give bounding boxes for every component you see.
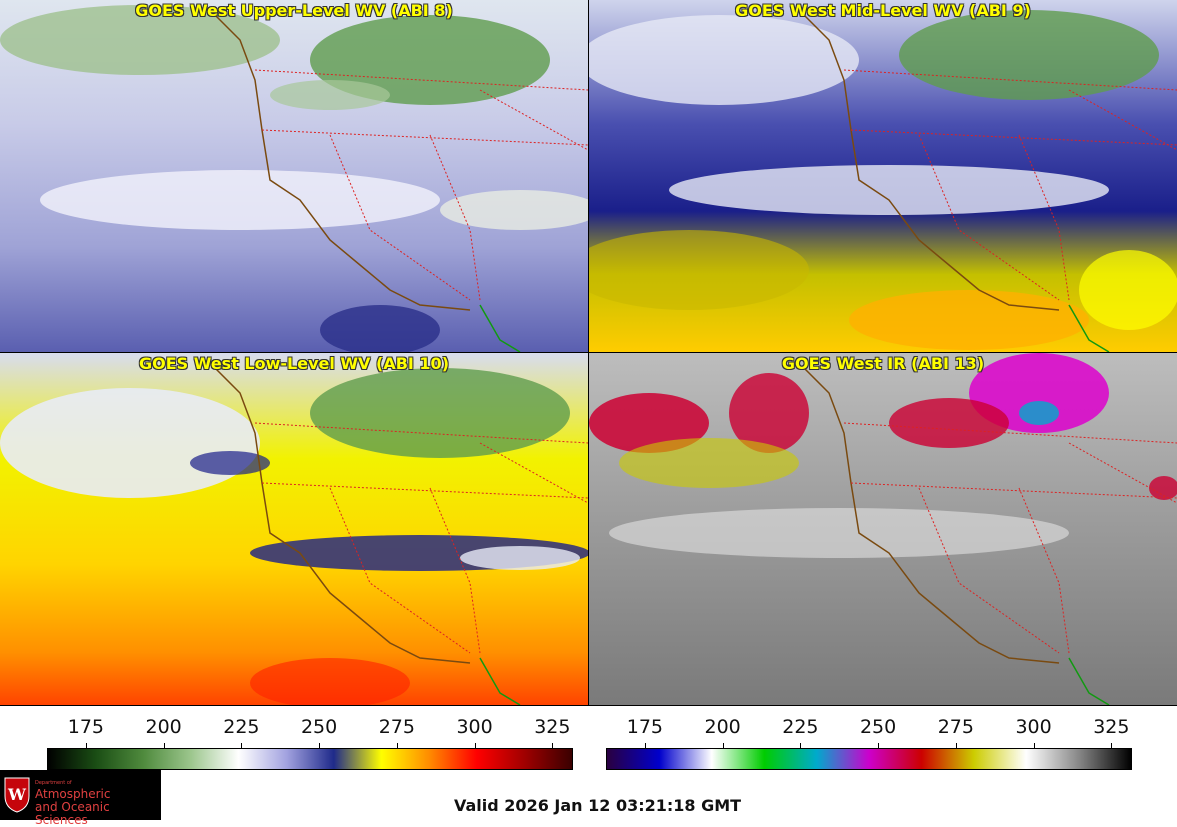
ir-image <box>589 353 1177 705</box>
panel-title: GOES West IR (ABI 13) <box>781 354 985 373</box>
wv-colorbar <box>47 748 573 770</box>
upper-level-wv-image <box>0 0 588 352</box>
valid-time: Valid 2026 Jan 12 03:21:18 GMT <box>454 796 742 815</box>
logo-dept-text: Department of <box>35 780 72 786</box>
colorbar-tick-label: 200 <box>704 716 741 738</box>
colorbar-tick-label: 225 <box>223 716 260 738</box>
coastline <box>803 367 1060 664</box>
colorbar-tick-label: 325 <box>1093 716 1130 738</box>
logo-line1: Atmospheric <box>35 787 111 801</box>
colorbar-tick <box>552 743 554 748</box>
colorbar-tick-label: 175 <box>626 716 663 738</box>
colorbar-tick-label: 275 <box>937 716 974 738</box>
colorbar-tick <box>722 743 724 748</box>
colorbar-tick-label: 325 <box>534 716 571 738</box>
colorbar-tick <box>241 743 243 748</box>
panel-title: GOES West Low-Level WV (ABI 10) <box>138 354 449 373</box>
colorbar-tick-label: 300 <box>1015 716 1052 738</box>
mexico-coastline <box>479 304 521 352</box>
ir-panel: GOES West IR (ABI 13) <box>589 353 1177 705</box>
colorbar-tick <box>319 743 321 748</box>
colorbar-tick <box>474 743 476 748</box>
mid-level-wv-image <box>589 0 1177 352</box>
panel-title: GOES West Upper-Level WV (ABI 8) <box>135 1 453 20</box>
panel-divider-horizontal <box>0 352 1177 353</box>
colorbar-tick-label: 200 <box>145 716 182 738</box>
colorbar-tick-label: 300 <box>456 716 493 738</box>
colorbar-tick <box>163 743 165 748</box>
colorbar-tick <box>1111 743 1113 748</box>
colorbar-tick <box>1033 743 1035 748</box>
panel-title: GOES West Mid-Level WV (ABI 9) <box>735 1 1031 20</box>
colorbar-tick <box>85 743 87 748</box>
ir-colorbar <box>606 748 1132 770</box>
coastline <box>214 367 471 664</box>
colorbar-tick-label: 250 <box>859 716 897 738</box>
low-level-wv-panel: GOES West Low-Level WV (ABI 10) <box>0 353 588 705</box>
panel-divider-bottom <box>0 705 1177 706</box>
logo-line2: and Oceanic Sciences <box>35 800 110 827</box>
mexico-coastline <box>1068 304 1110 352</box>
colorbar-tick-label: 275 <box>378 716 415 738</box>
mexico-coastline <box>479 657 521 705</box>
colorbar-tick-label: 250 <box>300 716 338 738</box>
coastline <box>214 14 471 311</box>
colorbar-tick <box>396 743 398 748</box>
mexico-coastline <box>1068 657 1110 705</box>
colorbar-tick-label: 175 <box>67 716 104 738</box>
colorbar-tick-label: 225 <box>782 716 819 738</box>
uw-crest-icon: W <box>4 777 30 813</box>
mid-level-wv-panel: GOES West Mid-Level WV (ABI 9) <box>589 0 1177 352</box>
uw-aos-logo: W Department of Atmospheric and Oceanic … <box>0 770 161 827</box>
colorbar-tick <box>644 743 646 748</box>
svg-text:W: W <box>7 785 27 804</box>
colorbar-tick <box>955 743 957 748</box>
low-level-wv-image <box>0 353 588 705</box>
colorbar-tick <box>800 743 802 748</box>
colorbar-tick <box>878 743 880 748</box>
upper-level-wv-panel: GOES West Upper-Level WV (ABI 8) <box>0 0 588 352</box>
coastline <box>803 14 1060 311</box>
